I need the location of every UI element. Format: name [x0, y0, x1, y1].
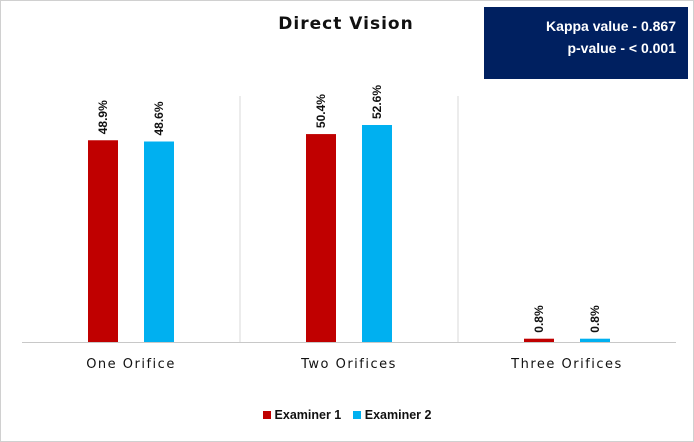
- data-label: 48.9%: [96, 100, 110, 134]
- legend-swatch-examiner-1: [262, 411, 271, 419]
- legend: Examiner 1 Examiner 2: [0, 408, 694, 422]
- legend-swatch-examiner-2: [352, 411, 361, 419]
- legend-label-examiner-1: Examiner 1: [274, 408, 342, 422]
- legend-item-examiner-1: Examiner 1: [262, 408, 342, 422]
- bar-examiner-2-2: [362, 125, 392, 342]
- bar-examiner-1-1: [88, 140, 118, 342]
- bar-examiner-1-2: [306, 134, 336, 342]
- p-value-text: p-value - < 0.001: [567, 40, 676, 56]
- bar-examiner-2-1: [144, 141, 174, 342]
- chart-title: Direct Vision: [278, 14, 414, 34]
- legend-label-examiner-2: Examiner 2: [364, 408, 432, 422]
- data-label: 0.8%: [532, 305, 546, 333]
- data-label: 50.4%: [314, 94, 328, 128]
- x-tick-label: One Orifice: [86, 357, 176, 372]
- x-tick-label: Three Orifices: [510, 357, 623, 372]
- bar-examiner-2-3: [580, 338, 610, 342]
- legend-item-examiner-2: Examiner 2: [352, 408, 432, 422]
- stats-box: Kappa value - 0.867 p-value - < 0.001: [484, 7, 688, 79]
- data-label: 0.8%: [588, 305, 602, 333]
- data-label: 52.6%: [370, 85, 384, 119]
- x-tick-label: Two Orifices: [300, 357, 397, 372]
- bar-examiner-1-3: [524, 338, 554, 342]
- kappa-value-text: Kappa value - 0.867: [546, 18, 676, 34]
- data-label: 48.6%: [152, 101, 166, 135]
